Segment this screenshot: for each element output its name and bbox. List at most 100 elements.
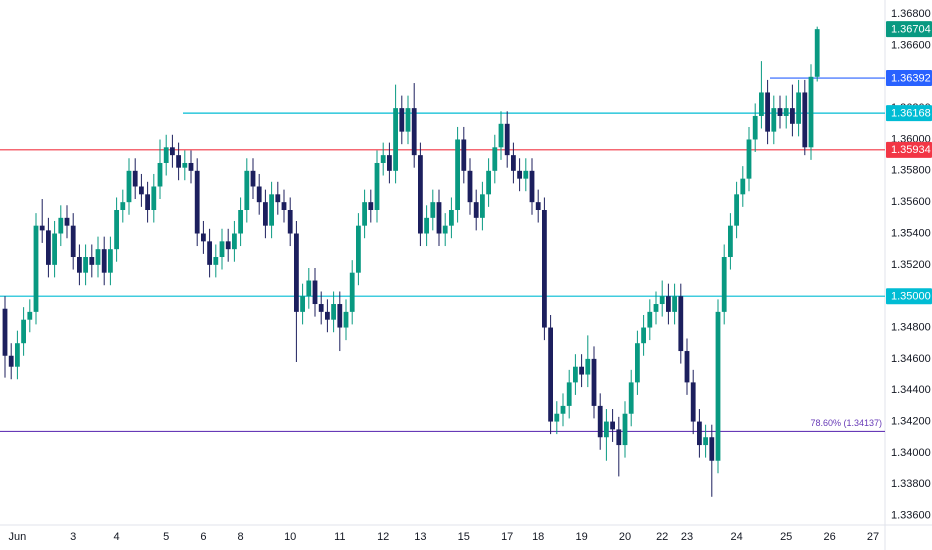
x-tick-label: 3 [70,531,76,543]
candle-body [573,366,578,383]
candle-body [473,202,479,218]
candle-body [64,217,70,226]
candle-body [318,304,324,312]
candle-body [39,225,45,231]
x-tick-label: 19 [575,531,587,543]
candle-body [108,249,113,273]
candle-body [529,170,535,203]
candle-body [678,296,684,352]
y-tick-label: 1.35800 [891,165,931,177]
candle-body [814,29,820,77]
candle-body [250,170,256,187]
candle-body [783,108,789,116]
candle-body [337,304,343,328]
candles [2,26,820,497]
candle-body [52,233,57,265]
x-tick-label: 27 [867,531,879,543]
y-tick-label: 1.33600 [891,510,931,522]
candle-body [170,147,175,156]
candle-body [697,421,702,446]
y-tick-label: 1.35400 [891,227,931,239]
candle-body [579,366,584,375]
candle-body [560,405,566,414]
candle-body [393,108,398,171]
level-badge-label: 1.35000 [891,291,931,303]
level-annotation: 78.60% (1.34137) [810,418,882,428]
x-tick-label: 25 [780,531,792,543]
candle-body [430,202,436,218]
candle-body [380,155,386,163]
level-badge [886,288,932,305]
candle-body [182,162,188,168]
y-tick-label: 1.34600 [891,353,931,365]
candle-body [703,437,708,446]
candle-body [721,257,727,312]
x-tick-label: 23 [681,531,693,543]
candle-body [89,257,95,265]
candle-body [566,382,572,406]
candle-body [176,155,181,168]
candle-body [275,194,281,203]
candle-body [8,355,14,367]
candle-body [752,115,758,140]
last-price-badge [886,21,932,38]
candle-body [542,210,547,328]
candle-body [411,108,417,156]
candle-body [604,421,609,438]
y-tick-label: 1.35200 [891,259,931,271]
candle-body [635,343,640,383]
x-tick-label: 24 [730,531,742,543]
candle-body [58,217,64,234]
candle-body [734,194,739,226]
candle-body [672,296,677,312]
y-tick-label: 1.36600 [891,39,931,51]
candle-body [232,233,237,250]
y-tick-label: 1.33800 [891,478,931,490]
x-tick-label: 10 [284,531,296,543]
candle-body [294,233,299,312]
candle-body [740,178,746,195]
candle-body [157,162,163,187]
y-tick-label: 1.34000 [891,447,931,459]
x-tick-label: 22 [656,531,668,543]
candle-body [399,108,405,132]
candle-body [511,155,516,171]
candle-body [368,202,374,210]
candle-body [777,108,783,116]
candle-body [126,170,132,203]
x-tick-label: 13 [414,531,426,543]
x-tick-label: 6 [200,531,206,543]
price-badges: 1.35000 1.35934 1.36168 1.36392 1.36704 [886,21,932,305]
candle-body [641,327,646,344]
y-tick-label: 1.35600 [891,196,931,208]
candle-body [418,155,423,234]
candle-body [517,170,522,179]
candle-body [387,155,392,171]
candle-body [151,186,157,210]
candle-body [498,123,504,148]
candle-body [659,296,665,305]
candle-body [362,202,367,226]
candle-body [219,241,225,258]
candle-body [201,233,206,242]
candle-body [486,170,491,195]
x-tick-label: 12 [377,531,389,543]
x-tick-label: 18 [532,531,544,543]
candle-body [300,296,305,312]
y-tick-label: 1.36800 [891,8,931,20]
candle-body [325,311,330,320]
candle-body [548,327,553,422]
candle-body [15,343,20,367]
candle-body [666,296,671,312]
candle-body [424,217,429,234]
candle-body [2,308,8,356]
x-tick-label: 15 [458,531,470,543]
candle-body [610,421,615,430]
y-tick-label: 1.34200 [891,415,931,427]
candle-body [715,311,721,461]
candle-body [281,202,287,210]
candle-body [616,429,622,446]
candle-body [244,170,250,210]
candle-body [405,108,411,132]
